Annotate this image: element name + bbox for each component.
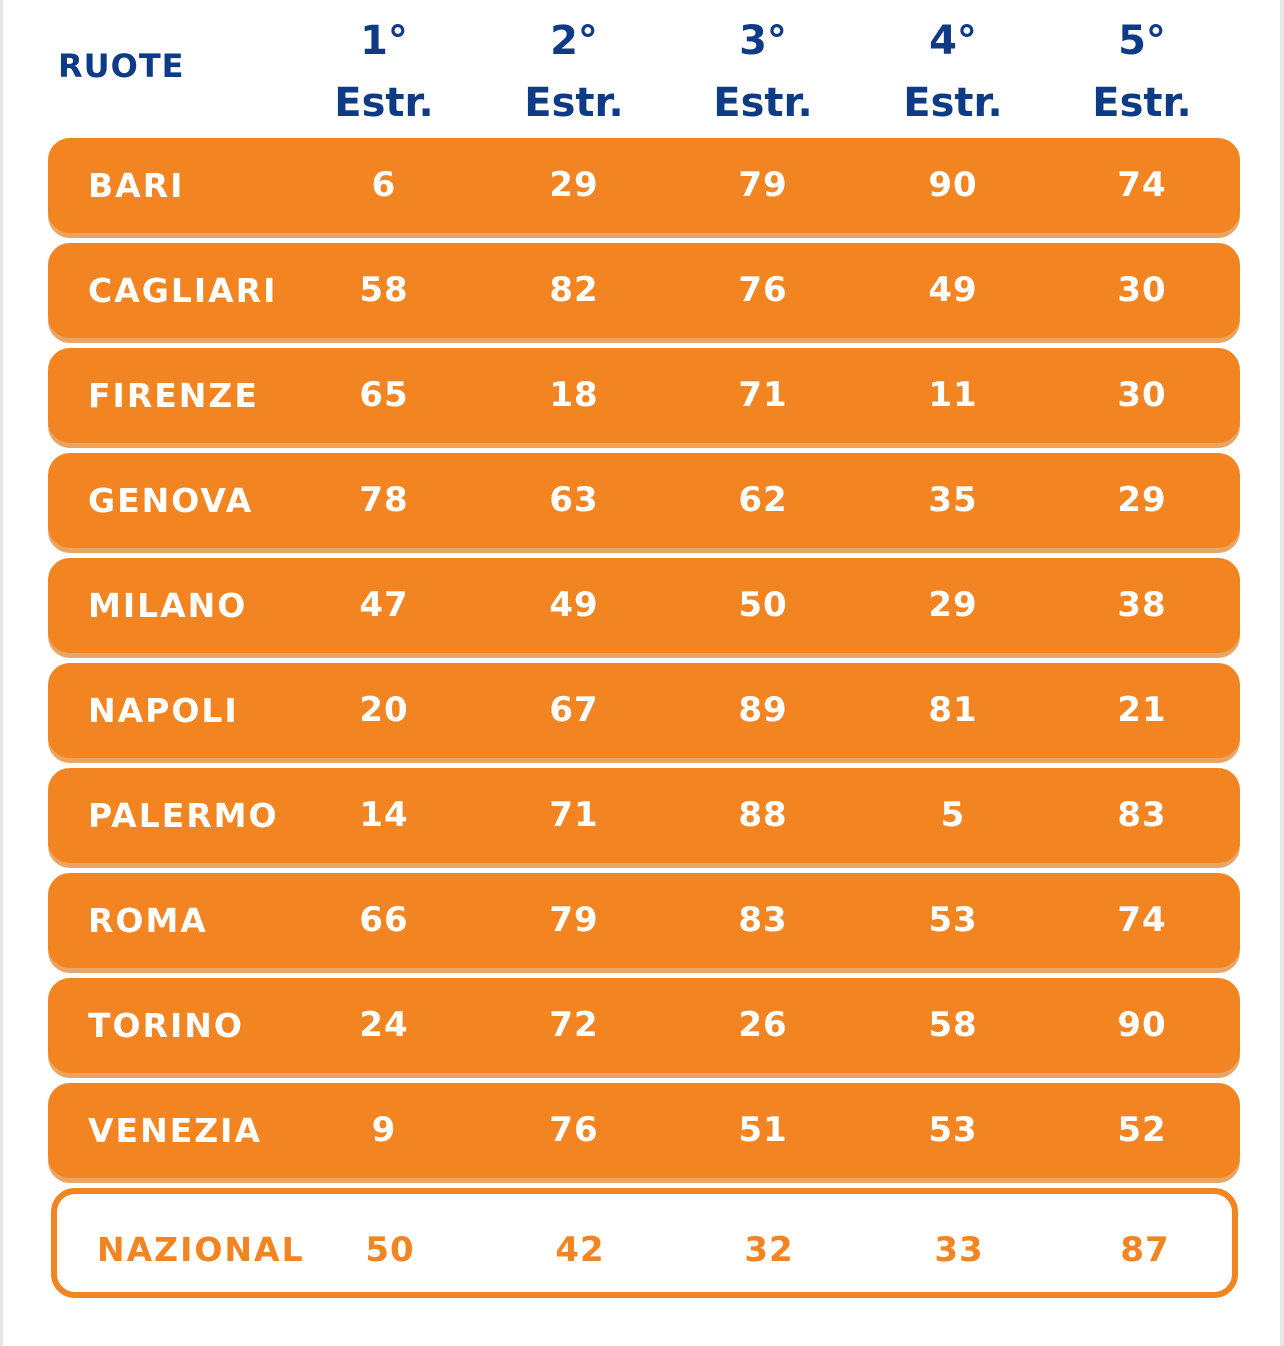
number-cell: 29 (1117, 480, 1167, 520)
table-row-napoli: NAPOLI 20 67 89 81 21 (48, 663, 1240, 758)
table-header: RUOTE 1° Estr. 2° Estr. 3° Estr. 4° Estr… (48, 0, 1240, 135)
wheel-name: NAPOLI (88, 691, 239, 730)
number-cell: 29 (928, 585, 978, 625)
number-cell: 82 (549, 270, 599, 310)
number-cell: 83 (1117, 795, 1167, 835)
table-row-torino: TORINO 24 72 26 58 90 (48, 978, 1240, 1073)
number-cell: 29 (549, 165, 599, 205)
table-row-firenze: FIRENZE 65 18 71 11 30 (48, 348, 1240, 443)
number-cell: 58 (359, 270, 409, 310)
left-border (0, 0, 3, 1346)
number-cell: 52 (1117, 1110, 1167, 1150)
wheel-name: TORINO (88, 1006, 244, 1045)
number-cell: 49 (549, 585, 599, 625)
number-cell: 47 (359, 585, 409, 625)
wheel-name: VENEZIA (88, 1111, 262, 1150)
wheel-name: NAZIONAL (97, 1230, 305, 1269)
number-cell: 89 (738, 690, 788, 730)
number-cell: 18 (549, 375, 599, 415)
number-cell: 49 (928, 270, 978, 310)
number-cell: 67 (549, 690, 599, 730)
wheel-name: FIRENZE (88, 376, 259, 415)
number-cell: 21 (1117, 690, 1167, 730)
number-cell: 87 (1120, 1230, 1170, 1270)
number-cell: 71 (549, 795, 599, 835)
extraction-ordinal: 3° (739, 18, 787, 64)
number-cell: 66 (359, 900, 409, 940)
number-cell: 76 (549, 1110, 599, 1150)
number-cell: 63 (549, 480, 599, 520)
number-cell: 6 (371, 165, 397, 205)
results-table: BARI 6 29 79 90 74 CAGLIARI 58 82 76 49 … (48, 138, 1240, 1188)
number-cell: 62 (738, 480, 788, 520)
number-cell: 5 (940, 795, 966, 835)
table-row-cagliari: CAGLIARI 58 82 76 49 30 (48, 243, 1240, 338)
extraction-label: Estr. (903, 80, 1003, 126)
wheels-column-header: RUOTE (58, 47, 185, 85)
table-row-bari: BARI 6 29 79 90 74 (48, 138, 1240, 233)
extraction-label: Estr. (524, 80, 624, 126)
extraction-ordinal: 2° (550, 18, 598, 64)
table-row-genova: GENOVA 78 63 62 35 29 (48, 453, 1240, 548)
number-cell: 24 (359, 1005, 409, 1045)
wheel-name: PALERMO (88, 796, 279, 835)
number-cell: 11 (928, 375, 978, 415)
extraction-1-header: 1° Estr. (314, 10, 454, 134)
number-cell: 78 (359, 480, 409, 520)
number-cell: 30 (1117, 375, 1167, 415)
right-border (1280, 0, 1284, 1346)
number-cell: 83 (738, 900, 788, 940)
number-cell: 81 (928, 690, 978, 730)
wheel-name: BARI (88, 166, 185, 205)
table-row-milano: MILANO 47 49 50 29 38 (48, 558, 1240, 653)
table-row-nazionale: NAZIONAL 50 42 32 33 87 (51, 1188, 1238, 1298)
number-cell: 51 (738, 1110, 788, 1150)
number-cell: 90 (1117, 1005, 1167, 1045)
number-cell: 74 (1117, 900, 1167, 940)
number-cell: 38 (1117, 585, 1167, 625)
wheel-name: CAGLIARI (88, 271, 278, 310)
extraction-ordinal: 4° (929, 18, 977, 64)
table-row-venezia: VENEZIA 9 76 51 53 52 (48, 1083, 1240, 1178)
wheel-name: GENOVA (88, 481, 254, 520)
number-cell: 20 (359, 690, 409, 730)
number-cell: 79 (549, 900, 599, 940)
number-cell: 76 (738, 270, 788, 310)
extraction-2-header: 2° Estr. (504, 10, 644, 134)
number-cell: 58 (928, 1005, 978, 1045)
number-cell: 26 (738, 1005, 788, 1045)
wheel-name: MILANO (88, 586, 248, 625)
number-cell: 79 (738, 165, 788, 205)
extraction-label: Estr. (334, 80, 434, 126)
number-cell: 42 (555, 1230, 605, 1270)
number-cell: 35 (928, 480, 978, 520)
extraction-3-header: 3° Estr. (693, 10, 833, 134)
number-cell: 53 (928, 900, 978, 940)
number-cell: 88 (738, 795, 788, 835)
extraction-4-header: 4° Estr. (883, 10, 1023, 134)
wheel-name: ROMA (88, 901, 208, 940)
number-cell: 14 (359, 795, 409, 835)
number-cell: 50 (738, 585, 788, 625)
number-cell: 32 (744, 1230, 794, 1270)
table-row-palermo: PALERMO 14 71 88 5 83 (48, 768, 1240, 863)
number-cell: 65 (359, 375, 409, 415)
extraction-ordinal: 5° (1118, 18, 1166, 64)
number-cell: 53 (928, 1110, 978, 1150)
table-row-roma: ROMA 66 79 83 53 74 (48, 873, 1240, 968)
number-cell: 71 (738, 375, 788, 415)
extraction-label: Estr. (713, 80, 813, 126)
number-cell: 90 (928, 165, 978, 205)
number-cell: 50 (365, 1230, 415, 1270)
extraction-ordinal: 1° (360, 18, 408, 64)
number-cell: 9 (371, 1110, 397, 1150)
number-cell: 33 (934, 1230, 984, 1270)
number-cell: 74 (1117, 165, 1167, 205)
extraction-5-header: 5° Estr. (1072, 10, 1212, 134)
number-cell: 72 (549, 1005, 599, 1045)
extraction-label: Estr. (1092, 80, 1192, 126)
number-cell: 30 (1117, 270, 1167, 310)
